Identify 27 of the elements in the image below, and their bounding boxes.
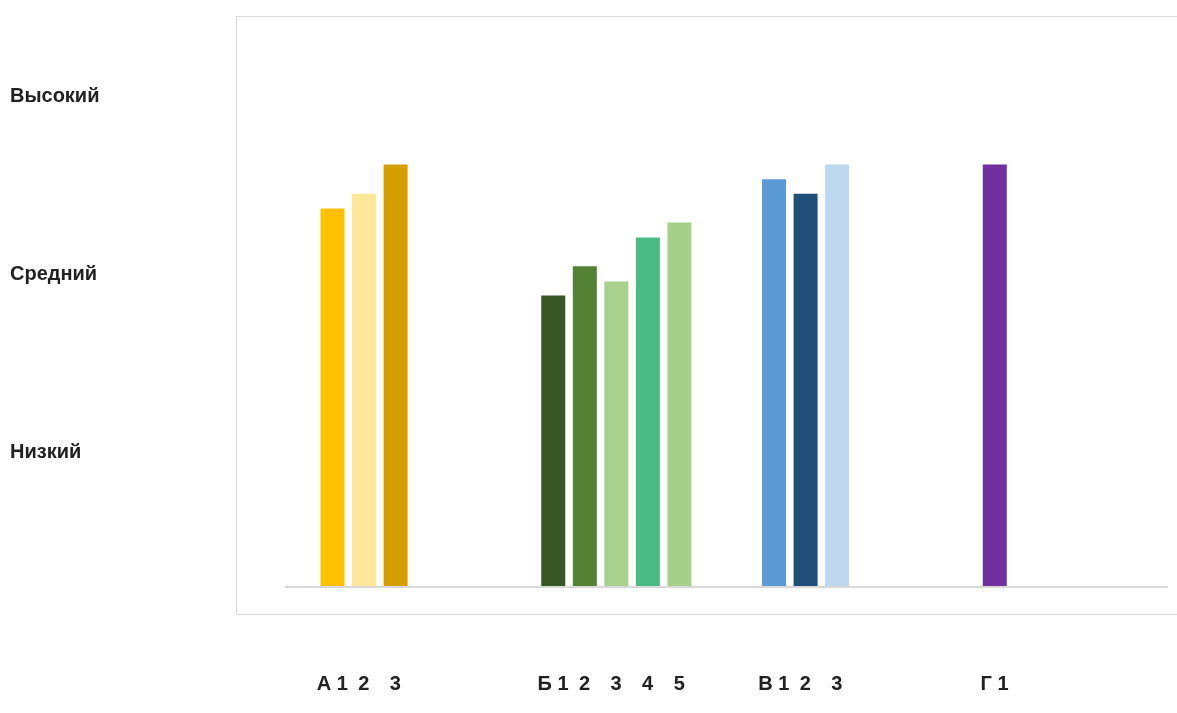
- bar: [762, 179, 787, 587]
- text: Средний: [10, 262, 98, 285]
- x-tick-label: 2: [358, 672, 370, 694]
- x-tick-label: 2: [799, 672, 811, 694]
- x-tick-label: 2: [579, 672, 591, 694]
- x-tick-label: 5: [673, 672, 685, 694]
- bar: [982, 164, 1007, 587]
- bar: [383, 164, 408, 587]
- x-tick-label: А 1: [316, 672, 348, 694]
- bar: [667, 222, 692, 587]
- text: Высокий: [10, 84, 100, 107]
- bar: [604, 281, 629, 587]
- bar: [793, 193, 818, 587]
- bar: [541, 295, 566, 587]
- text: Низкий: [10, 440, 82, 463]
- x-tick-label: 3: [389, 672, 401, 694]
- x-tick-label: В 1: [758, 672, 790, 694]
- x-tick-label: 3: [610, 672, 622, 694]
- x-tick-label: 3: [831, 672, 843, 694]
- bar: [320, 208, 345, 587]
- x-tick-label: Г 1: [980, 672, 1009, 694]
- bar: [572, 266, 597, 587]
- x-tick-label: Б 1: [537, 672, 569, 694]
- bar: [825, 164, 850, 587]
- bar: [352, 193, 377, 587]
- bar: [635, 237, 660, 587]
- x-tick-label: 4: [642, 672, 655, 694]
